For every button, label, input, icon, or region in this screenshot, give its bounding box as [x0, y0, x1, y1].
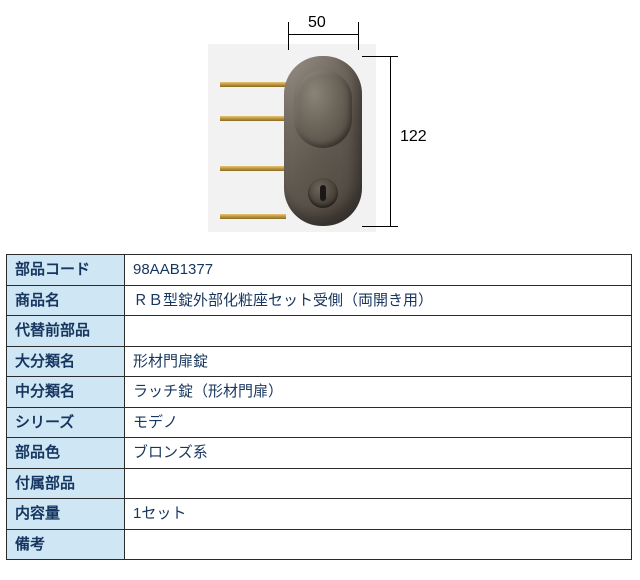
row-included-parts: 付属部品: [7, 468, 632, 499]
dim-width-line: [288, 34, 358, 35]
value-replacement-part: [125, 316, 632, 347]
row-mid-category: 中分類名 ラッチ錠（形材門扉）: [7, 377, 632, 408]
pin-3: [220, 166, 286, 171]
label-replacement-part: 代替前部品: [7, 316, 125, 347]
row-replacement-part: 代替前部品: [7, 316, 632, 347]
value-series: モデノ: [125, 407, 632, 438]
label-major-category: 大分類名: [7, 346, 125, 377]
keyhole-slot: [320, 185, 326, 201]
row-part-color: 部品色 ブロンズ系: [7, 438, 632, 469]
figure-area: 50 122: [6, 8, 634, 248]
row-part-code: 部品コード 98AAB1377: [7, 255, 632, 286]
dim-width-label: 50: [308, 14, 326, 32]
value-mid-category: ラッチ錠（形材門扉）: [125, 377, 632, 408]
plate-top-boss: [294, 70, 352, 148]
label-part-code: 部品コード: [7, 255, 125, 286]
value-major-category: 形材門扉錠: [125, 346, 632, 377]
value-content-qty: 1セット: [125, 499, 632, 530]
row-major-category: 大分類名 形材門扉錠: [7, 346, 632, 377]
product-figure: 50 122: [190, 16, 450, 236]
dim-width-tick-right: [358, 22, 359, 50]
value-product-name: ＲＢ型錠外部化粧座セット受側（両開き用）: [125, 285, 632, 316]
dim-height-label: 122: [400, 128, 427, 146]
label-remarks: 備考: [7, 529, 125, 560]
label-included-parts: 付属部品: [7, 468, 125, 499]
value-part-code: 98AAB1377: [125, 255, 632, 286]
pin-1: [220, 82, 286, 87]
row-product-name: 商品名 ＲＢ型錠外部化粧座セット受側（両開き用）: [7, 285, 632, 316]
row-series: シリーズ モデノ: [7, 407, 632, 438]
pin-4: [220, 214, 286, 219]
value-remarks: [125, 529, 632, 560]
label-mid-category: 中分類名: [7, 377, 125, 408]
spec-table: 部品コード 98AAB1377 商品名 ＲＢ型錠外部化粧座セット受側（両開き用）…: [6, 254, 632, 560]
value-included-parts: [125, 468, 632, 499]
dim-height-tick-top: [362, 56, 398, 57]
dim-width-tick-left: [288, 22, 289, 50]
pin-2: [220, 116, 286, 121]
label-product-name: 商品名: [7, 285, 125, 316]
page-root: 50 122 部品コード 98AAB1377 商品名 ＲＢ型錠外部化粧座セット受…: [0, 0, 640, 580]
value-part-color: ブロンズ系: [125, 438, 632, 469]
dim-height-tick-bottom: [362, 226, 398, 227]
label-content-qty: 内容量: [7, 499, 125, 530]
row-content-qty: 内容量 1セット: [7, 499, 632, 530]
label-series: シリーズ: [7, 407, 125, 438]
dim-height-line: [390, 56, 391, 226]
row-remarks: 備考: [7, 529, 632, 560]
label-part-color: 部品色: [7, 438, 125, 469]
